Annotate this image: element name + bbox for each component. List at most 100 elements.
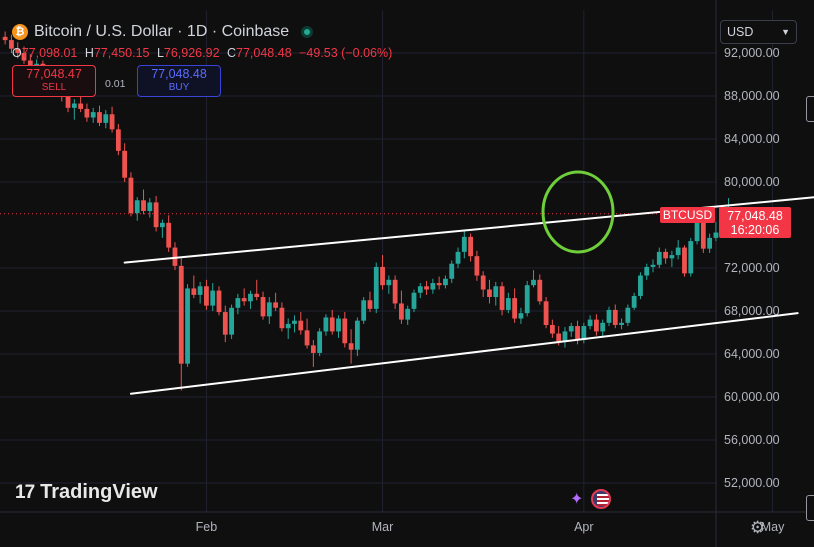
candle-body xyxy=(417,286,423,293)
sparkle-event-icon[interactable]: ✦ xyxy=(570,491,584,508)
candle-body xyxy=(531,279,536,286)
currency-value: USD xyxy=(727,25,754,39)
candle-body xyxy=(449,263,455,279)
candle-body xyxy=(669,255,675,259)
candle-body xyxy=(568,326,574,332)
candle-body xyxy=(9,40,14,49)
candle-body xyxy=(556,333,562,342)
symbol-header[interactable]: ₿ Bitcoin / U.S. Dollar · 1D · Coinbase xyxy=(12,22,314,42)
candle-body xyxy=(411,292,417,309)
candle-body xyxy=(505,298,511,310)
last-price-value: 77,048.48 xyxy=(727,208,783,223)
buy-button[interactable]: 77,048.48 BUY xyxy=(137,65,221,97)
candle-body xyxy=(90,112,96,118)
candle-body xyxy=(166,222,172,248)
candle-body xyxy=(241,298,247,302)
sell-button[interactable]: 77,048.47 SELL xyxy=(12,65,96,97)
y-tick-label: 68,000.00 xyxy=(724,304,780,318)
candle-body xyxy=(518,313,524,319)
candle-body xyxy=(159,222,165,228)
candle-body xyxy=(103,114,109,123)
candle-body xyxy=(612,309,618,325)
candle-body xyxy=(663,251,668,259)
y-tick-label: 80,000.00 xyxy=(724,175,780,189)
ohlc-open-label: O xyxy=(12,46,22,60)
candle-body xyxy=(115,129,121,151)
us-flag-event-icon[interactable] xyxy=(591,489,611,509)
ohlc-high-label: H xyxy=(84,46,94,60)
candle-body xyxy=(147,202,153,212)
candle-body xyxy=(229,307,234,335)
candle-body xyxy=(543,301,549,325)
x-tick-label: May xyxy=(761,520,785,534)
candle-body xyxy=(707,237,713,249)
candle-body xyxy=(575,326,580,341)
candle-body xyxy=(260,297,266,317)
candle-body xyxy=(310,345,316,353)
breakout-highlight-circle xyxy=(541,170,615,254)
candle-body xyxy=(443,278,448,286)
y-tick-label: 84,000.00 xyxy=(724,132,780,146)
candle-body xyxy=(342,318,348,344)
candle-body xyxy=(248,293,253,302)
symbol-price-tag: BTCUSD xyxy=(660,207,715,223)
candle-body xyxy=(600,322,606,332)
candle-body xyxy=(461,236,467,252)
currency-select[interactable]: USD ▼ xyxy=(720,20,797,44)
candle-body xyxy=(474,256,480,276)
candle-body xyxy=(367,300,373,309)
candle-body xyxy=(71,103,77,108)
candle-body xyxy=(298,320,304,331)
ohlc-change: −49.53 (−0.06%) xyxy=(299,46,393,60)
candle-body xyxy=(191,288,197,295)
candle-body xyxy=(97,112,102,123)
candle-body xyxy=(373,266,379,309)
candle-body xyxy=(493,286,499,298)
symbol-title[interactable]: Bitcoin / U.S. Dollar · 1D · Coinbase xyxy=(34,23,290,40)
candle-body xyxy=(336,318,341,332)
ohlc-close-label: C xyxy=(227,46,237,60)
candle-body xyxy=(386,279,392,286)
candle-body xyxy=(688,241,694,274)
y-tick-label: 92,000.00 xyxy=(724,46,780,60)
ohlc-open-value: 77,098.01 xyxy=(21,46,78,60)
candle-body xyxy=(430,283,436,290)
candle-body xyxy=(694,219,700,242)
candle-body xyxy=(512,298,518,319)
spread-value: 0.01 xyxy=(105,78,126,90)
ohlc-legend: O77,098.01 H77,450.15 L76,926.92 C77,048… xyxy=(12,46,396,60)
candle-body xyxy=(619,322,624,325)
sell-label: SELL xyxy=(41,82,67,93)
ohlc-high-value: 77,450.15 xyxy=(93,46,150,60)
candle-body xyxy=(380,266,385,286)
y-tick-label: 64,000.00 xyxy=(724,347,780,361)
candle-body xyxy=(682,247,687,274)
candle-body xyxy=(700,219,706,249)
candle-body xyxy=(204,286,209,306)
edge-scroll-button[interactable] xyxy=(806,495,814,521)
candle-body xyxy=(581,326,587,341)
candle-body xyxy=(405,308,411,320)
candle-body xyxy=(625,307,631,323)
candle-body xyxy=(650,264,656,267)
channel-trendline xyxy=(129,312,799,395)
candle-body xyxy=(455,251,461,264)
candle-body xyxy=(304,330,310,346)
candle-body xyxy=(656,251,662,265)
candle-body xyxy=(279,307,285,329)
ohlc-low-value: 76,926.92 xyxy=(163,46,220,60)
ohlc-close-value: 77,048.48 xyxy=(236,46,292,60)
tradingview-logo[interactable]: 17 TradingView xyxy=(15,481,158,504)
chevron-down-icon: ▼ xyxy=(781,27,790,37)
candle-body xyxy=(499,286,505,310)
buy-price: 77,048.48 xyxy=(151,67,207,81)
candle-body xyxy=(21,53,27,61)
edge-scroll-button[interactable] xyxy=(806,96,814,122)
candle-body xyxy=(644,266,650,276)
settings-gear-icon[interactable]: ⚙ xyxy=(750,518,766,537)
candle-body xyxy=(15,48,21,53)
bitcoin-coin-icon: ₿ xyxy=(12,24,28,40)
